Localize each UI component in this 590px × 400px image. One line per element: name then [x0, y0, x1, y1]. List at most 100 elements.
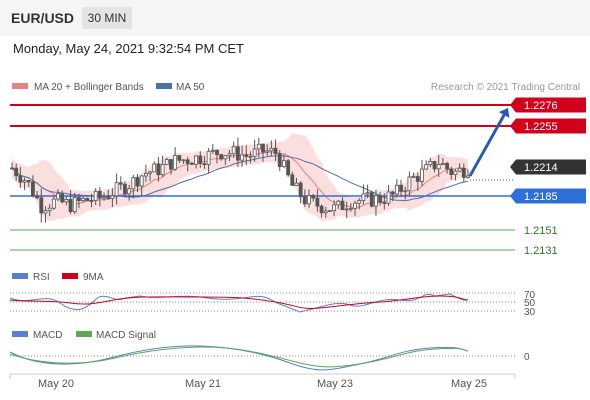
candle [114, 173, 119, 205]
candle [277, 150, 282, 172]
last-price-label: 1.2214 [524, 162, 558, 174]
candle [357, 198, 362, 210]
candle [390, 190, 395, 202]
level-label-4: 1.2131 [524, 245, 558, 257]
bollinger-band [12, 133, 468, 222]
candle [189, 161, 194, 165]
timeframe-button[interactable]: 30 MIN [82, 7, 132, 29]
candle [156, 156, 161, 182]
candle [97, 186, 102, 207]
forecast-arrow [468, 114, 506, 177]
candle [361, 184, 366, 205]
candle [261, 143, 265, 162]
candle [244, 145, 249, 166]
candle [152, 161, 157, 173]
candle [231, 141, 236, 158]
candle [269, 140, 274, 156]
macd-legend-swatch [12, 331, 28, 337]
candle [265, 144, 270, 156]
candle [56, 189, 60, 202]
candle [123, 181, 127, 198]
candle [453, 169, 458, 181]
last-price-pointer [510, 159, 516, 175]
candle [315, 189, 320, 212]
candle [173, 147, 178, 171]
level-label-3: 1.2151 [524, 225, 558, 237]
macd-level-0: 0 [524, 352, 530, 363]
candle [127, 184, 132, 201]
candle [348, 203, 353, 212]
candle [102, 192, 106, 201]
rsi-ma-legend-swatch [62, 273, 78, 279]
rsi-level-70: 70 [524, 290, 536, 301]
level-label-pointer-0 [510, 97, 516, 113]
candle [110, 188, 115, 208]
candle [411, 172, 416, 178]
candle [374, 189, 378, 216]
candle [194, 155, 198, 169]
candle [18, 167, 23, 189]
candle [445, 161, 449, 174]
candle [64, 195, 69, 206]
candle [394, 179, 399, 198]
candle [31, 175, 35, 198]
candle [344, 201, 349, 219]
candle [26, 179, 31, 187]
candle [10, 162, 14, 170]
rsi-ma-legend-label: 9MA [83, 272, 104, 283]
level-label-box-0 [516, 97, 586, 113]
candle [118, 176, 123, 190]
candle [60, 190, 65, 204]
candle [378, 192, 383, 206]
candle [382, 193, 387, 210]
macd-legend-label: MACD [33, 330, 62, 341]
candle [302, 189, 307, 207]
candle [39, 188, 44, 223]
candle [223, 155, 228, 165]
candle [424, 160, 429, 170]
level-label-pointer-1 [510, 118, 516, 134]
candle [420, 159, 424, 186]
candle [436, 154, 441, 177]
candle [294, 177, 299, 186]
candle [215, 149, 219, 164]
x-tick-may23: May 23 [317, 378, 353, 390]
candle [198, 151, 203, 168]
candle [307, 189, 311, 208]
candle [35, 190, 40, 200]
candle [248, 151, 253, 164]
candle [169, 159, 173, 175]
candle [319, 204, 324, 218]
candle [22, 177, 27, 190]
rsi-line [9, 293, 469, 313]
chart-datetime: Monday, May 24, 2021 9:32:54 PM CET [13, 41, 244, 56]
copyright-text: Research © 2021 Trading Central [431, 82, 580, 93]
x-tick-may25: May 25 [451, 378, 487, 390]
level-label-box-2 [516, 188, 586, 204]
level-label-2: 1.2185 [524, 191, 558, 203]
candle [432, 160, 437, 173]
chart-header: EUR/USD 30 MIN [0, 0, 590, 36]
rsi-level-30: 30 [524, 307, 536, 318]
level-label-box-1 [516, 118, 586, 134]
candle [298, 181, 303, 204]
candle [51, 196, 56, 210]
candle [236, 137, 240, 167]
candle [164, 157, 169, 165]
candle [206, 147, 211, 174]
last-price-box [516, 159, 586, 175]
candle [407, 171, 412, 197]
candle [428, 157, 433, 168]
candle [286, 159, 291, 177]
macd-signal-line [9, 346, 469, 368]
ma20-legend-swatch [12, 83, 28, 89]
candle [185, 156, 190, 172]
candle [181, 159, 186, 164]
candle [449, 166, 454, 180]
candle [353, 200, 357, 216]
candle [256, 137, 261, 158]
level-label-1: 1.2255 [524, 121, 558, 133]
candle [282, 154, 286, 169]
candle [143, 164, 148, 182]
candle [252, 139, 257, 162]
